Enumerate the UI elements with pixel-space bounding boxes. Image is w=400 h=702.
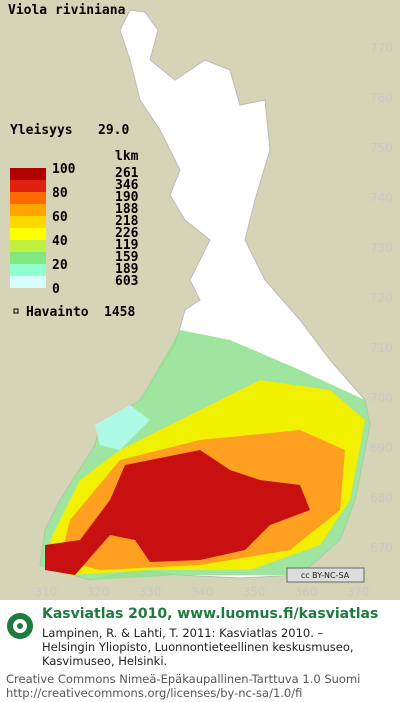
count-label: 189 bbox=[115, 262, 138, 277]
count-label: 261 bbox=[115, 166, 139, 181]
count-label: 218 bbox=[115, 214, 139, 229]
scale-label: 80 bbox=[52, 186, 68, 201]
y-axis-labels: 770 760 750 740 730 720 710 700 690 680 670 bbox=[370, 41, 393, 555]
count-label: 226 bbox=[115, 226, 139, 241]
observation-count: 1458 bbox=[104, 305, 135, 320]
license-line: Creative Commons Nimeä-Epäkaupallinen-Ta… bbox=[6, 672, 360, 686]
y-label: 740 bbox=[370, 191, 393, 205]
range-cyan bbox=[95, 405, 150, 450]
citation-line: Lampinen, R. & Lahti, T. 2011: Kasviatla… bbox=[42, 626, 324, 640]
observation-label: Havainto bbox=[26, 305, 89, 320]
count-header: lkm bbox=[115, 149, 139, 164]
y-label: 760 bbox=[370, 91, 393, 105]
scale-label: 60 bbox=[52, 210, 68, 225]
scale-label: 0 bbox=[52, 282, 60, 297]
x-label: 370 bbox=[347, 585, 370, 599]
license-badge bbox=[286, 567, 365, 583]
license-badge-text: cc BY-NC-SA bbox=[301, 571, 350, 580]
frequency-value: 29.0 bbox=[98, 123, 129, 138]
y-label: 700 bbox=[370, 391, 393, 405]
y-label: 690 bbox=[370, 441, 393, 455]
y-label: 770 bbox=[370, 41, 393, 55]
count-label: 190 bbox=[115, 190, 139, 205]
legend-swatch bbox=[10, 168, 46, 180]
x-label: 350 bbox=[243, 585, 266, 599]
x-label: 320 bbox=[87, 585, 110, 599]
x-axis-labels: 310 320 330 340 350 360 370 bbox=[35, 585, 370, 599]
species-title: Viola riviniana bbox=[8, 3, 126, 18]
count-label: 188 bbox=[115, 202, 139, 217]
frequency-label: Yleisyys bbox=[10, 123, 73, 138]
scale-label: 100 bbox=[52, 162, 76, 177]
y-label: 710 bbox=[370, 341, 393, 355]
x-label: 360 bbox=[295, 585, 318, 599]
count-label: 159 bbox=[115, 250, 138, 265]
x-label: 340 bbox=[191, 585, 214, 599]
legend-swatch bbox=[10, 192, 46, 204]
y-label: 670 bbox=[370, 541, 393, 555]
legend-swatch bbox=[10, 216, 46, 228]
citation-line: Helsingin Yliopisto, Luonnontieteellinen… bbox=[42, 640, 354, 654]
observation-symbol bbox=[13, 308, 19, 314]
legend-swatch bbox=[10, 240, 46, 252]
legend-swatch bbox=[10, 264, 46, 276]
site-title: Kasviatlas 2010, www.luomus.fi/kasviatla… bbox=[42, 606, 378, 622]
y-label: 750 bbox=[370, 141, 393, 155]
y-label: 680 bbox=[370, 491, 393, 505]
license-line: http://creativecommons.org/licenses/by-n… bbox=[6, 686, 302, 700]
range-red bbox=[45, 450, 310, 575]
legend-swatch bbox=[10, 276, 46, 288]
legend-swatch bbox=[10, 252, 46, 264]
count-label: 346 bbox=[115, 178, 139, 193]
x-label: 310 bbox=[35, 585, 58, 599]
scale-label: 40 bbox=[52, 234, 68, 249]
legend: 100 80 60 40 20 0 2613461901882182261191591896… bbox=[10, 162, 139, 297]
legend-swatch bbox=[10, 180, 46, 192]
y-label: 720 bbox=[370, 291, 393, 305]
legend-swatch bbox=[10, 204, 46, 216]
count-label: 603 bbox=[115, 274, 138, 289]
x-label: 330 bbox=[139, 585, 162, 599]
y-label: 730 bbox=[370, 241, 393, 255]
legend-swatch bbox=[10, 228, 46, 240]
scale-label: 20 bbox=[52, 258, 68, 273]
logo bbox=[7, 613, 33, 639]
count-label: 119 bbox=[115, 238, 138, 253]
citation-line: Kasvimuseo, Helsinki. bbox=[42, 654, 167, 668]
